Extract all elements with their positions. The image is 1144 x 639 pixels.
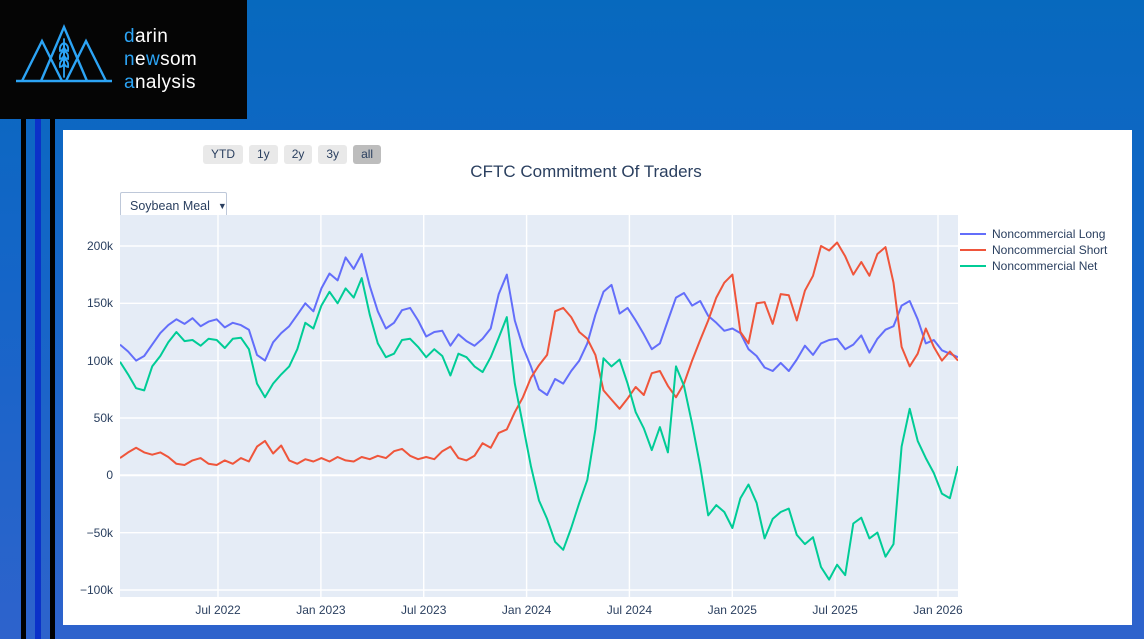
x-tick-label: Jan 2024 bbox=[501, 603, 552, 617]
legend-label: Noncommercial Net bbox=[992, 259, 1098, 273]
dropdown-value: Soybean Meal bbox=[130, 198, 210, 213]
range-selector: YTD 1y 2y 3y all bbox=[203, 145, 382, 164]
brand-wordmark-line: darin bbox=[124, 26, 169, 47]
plot-svg bbox=[120, 215, 958, 597]
legend-line-swatch bbox=[960, 249, 986, 251]
x-tick-label: Jul 2025 bbox=[812, 603, 858, 617]
series-line-noncommercial-long bbox=[120, 253, 958, 396]
x-tick-label: Jul 2023 bbox=[401, 603, 447, 617]
series-line-noncommercial-short bbox=[120, 241, 958, 466]
chart-title: CFTC Commitment Of Traders bbox=[470, 162, 702, 181]
y-tick-label: −100k bbox=[79, 583, 113, 597]
decorative-stripe-right bbox=[50, 119, 55, 639]
brand-wordmark: darin newsom analysis bbox=[124, 25, 197, 94]
chevron-down-icon: ▼ bbox=[217, 200, 227, 211]
y-tick-label: 0 bbox=[106, 468, 113, 483]
y-tick-label: 50k bbox=[93, 411, 113, 425]
decorative-stripe-left bbox=[21, 119, 26, 639]
legend-item-noncommercial-net[interactable]: Noncommercial Net bbox=[960, 258, 1107, 274]
brand-wordmark-line: analysis bbox=[124, 72, 196, 93]
decorative-stripe-middle bbox=[35, 119, 41, 639]
range-button-2y[interactable]: 2y bbox=[283, 145, 313, 164]
brand-logo: darin newsom analysis bbox=[0, 0, 247, 119]
x-tick-label: Jul 2024 bbox=[606, 603, 653, 617]
range-button-3y[interactable]: 3y bbox=[318, 145, 348, 164]
legend: Noncommercial Long Noncommercial Short Non… bbox=[960, 226, 1107, 274]
y-tick-label: 150k bbox=[86, 296, 113, 311]
x-tick-label: Jul 2022 bbox=[195, 603, 241, 617]
y-tick-label: −50k bbox=[86, 525, 113, 540]
legend-label: Noncommercial Long bbox=[992, 227, 1106, 241]
legend-label: Noncommercial Short bbox=[992, 243, 1108, 257]
y-tick-label: 100k bbox=[86, 353, 113, 368]
legend-line-swatch bbox=[960, 265, 986, 267]
mountains-wheat-icon bbox=[16, 23, 112, 82]
range-button-all[interactable]: all bbox=[353, 145, 382, 164]
brand-wordmark-line: newsom bbox=[124, 49, 198, 70]
legend-item-noncommercial-long[interactable]: Noncommercial Long bbox=[960, 226, 1107, 242]
x-tick-label: Jan 2026 bbox=[913, 603, 963, 617]
range-button-1y[interactable]: 1y bbox=[249, 145, 278, 164]
y-tick-label: 200k bbox=[86, 239, 113, 253]
range-button-ytd[interactable]: YTD bbox=[203, 145, 243, 164]
x-tick-label: Jan 2023 bbox=[296, 603, 346, 617]
plot-area[interactable] bbox=[120, 215, 958, 597]
legend-item-noncommercial-short[interactable]: Noncommercial Short bbox=[960, 242, 1107, 258]
chart-card: YTD 1y 2y 3y all CFTC Commitment Of Traders … bbox=[63, 130, 1132, 625]
series-line-noncommercial-net bbox=[120, 277, 958, 581]
commodity-dropdown[interactable]: Soybean Meal ▼ bbox=[120, 192, 227, 219]
x-tick-label: Jan 2025 bbox=[707, 603, 757, 617]
legend-line-swatch bbox=[960, 233, 986, 235]
